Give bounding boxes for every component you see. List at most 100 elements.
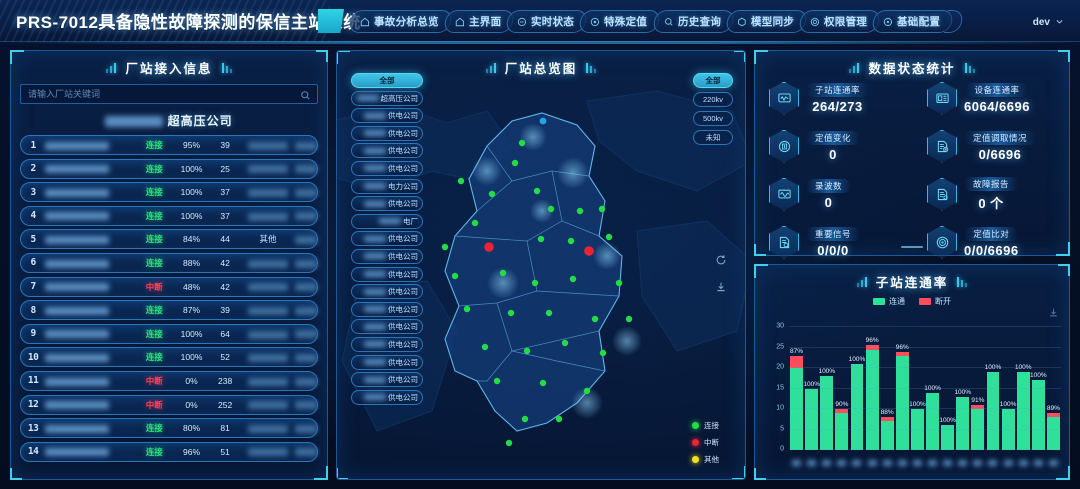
map-company-filter-item[interactable]: 供电公司: [351, 125, 423, 141]
chart-bar[interactable]: 100%: [954, 327, 971, 450]
chart-legend-item[interactable]: 连通: [873, 296, 905, 307]
stat-item[interactable]: 定值变化 0: [755, 125, 913, 167]
row-index: 9: [30, 328, 37, 340]
table-row[interactable]: 11 中断 0% 238: [20, 370, 318, 391]
stat-label: 定值调取情况: [964, 130, 1037, 145]
map-company-filter-item[interactable]: 供电公司: [351, 301, 423, 317]
waveform-icon: [769, 177, 799, 211]
chart-bar[interactable]: 96%: [896, 327, 909, 450]
row-percentage: 84%: [183, 234, 201, 245]
map-company-filter-item[interactable]: 供电公司: [351, 319, 423, 335]
chart-bar[interactable]: 100%: [924, 327, 941, 450]
table-row[interactable]: 3 连接 100% 37: [20, 182, 318, 203]
target-signal-icon: [927, 225, 957, 259]
map-company-filter-item[interactable]: 供电公司: [351, 354, 423, 370]
chart-bar[interactable]: 100%: [909, 327, 926, 450]
chart-bar[interactable]: 100%: [818, 327, 835, 450]
chart-bar[interactable]: 89%: [1047, 327, 1060, 450]
map-company-filter-item[interactable]: 供电公司: [351, 284, 423, 300]
search-input[interactable]: [20, 84, 318, 104]
chart-x-tick-label: [835, 458, 848, 468]
panel-collapse-handle[interactable]: [901, 246, 923, 248]
map-company-filter-item[interactable]: 供电公司: [351, 231, 423, 247]
stat-item[interactable]: 子站连通率 264/273: [755, 77, 913, 119]
map-company-filter-item[interactable]: 超高压公司: [351, 90, 423, 106]
chart-bar[interactable]: 96%: [866, 327, 879, 450]
table-row[interactable]: 13 连接 80% 81: [20, 418, 318, 439]
table-row[interactable]: 9 连接 100% 64: [20, 323, 318, 344]
map-company-filter-item[interactable]: 供电公司: [351, 196, 423, 212]
map-company-filter-item[interactable]: 全部: [351, 73, 423, 88]
map-company-filter-item[interactable]: 供电公司: [351, 143, 423, 159]
map-company-filter-item[interactable]: 电力公司: [351, 178, 423, 194]
refresh-icon[interactable]: [715, 253, 727, 271]
map-company-filter-item[interactable]: 供电公司: [351, 336, 423, 352]
map-voltage-filter-item[interactable]: 500kv: [693, 111, 733, 126]
chart-bar[interactable]: 100%: [1030, 327, 1047, 450]
map-company-filter-item[interactable]: 供电公司: [351, 372, 423, 388]
table-row[interactable]: 7 中断 48% 42: [20, 276, 318, 297]
stat-item[interactable]: 重要信号 0/0/0: [755, 221, 913, 263]
map-voltage-filter-item[interactable]: 全部: [693, 73, 733, 88]
chart-bar[interactable]: 88%: [881, 327, 894, 450]
map-company-filter-item[interactable]: 供电公司: [351, 389, 423, 405]
chart-bar[interactable]: 91%: [971, 327, 984, 450]
chart-gridline: 0: [780, 446, 1061, 453]
chart-bar[interactable]: 100%: [1000, 327, 1016, 450]
map-voltage-filter-item[interactable]: 220kv: [693, 92, 733, 107]
row-count: 39: [220, 305, 230, 316]
tab-model-sync[interactable]: 模型同步: [724, 9, 809, 33]
row-percentage: 48%: [183, 281, 201, 292]
chart-bar[interactable]: 100%: [849, 327, 865, 450]
row-extra: [295, 423, 317, 433]
table-row[interactable]: 1 连接 95% 39: [20, 135, 318, 155]
search-icon[interactable]: [300, 88, 311, 106]
table-row[interactable]: 6 连接 88% 42: [20, 252, 318, 273]
tab-history-query[interactable]: 历史查询: [651, 9, 735, 33]
table-row[interactable]: 4 连接 100% 37: [20, 205, 318, 226]
row-tag: [241, 376, 295, 386]
filter-label: 供电公司: [388, 199, 418, 209]
tab-accident-analysis[interactable]: 事故分析总览: [347, 9, 453, 33]
chart-bar-segment-disconnected: [880, 417, 894, 422]
chart-legend-item[interactable]: 断开: [919, 296, 951, 307]
redacted-prefix: [364, 271, 386, 278]
tab-realtime-status[interactable]: 实时状态: [505, 9, 589, 33]
map-company-filter-item[interactable]: 电厂: [351, 213, 423, 229]
table-row[interactable]: 14 连接 96% 51: [20, 441, 318, 462]
table-row[interactable]: 2 连接 100% 25: [20, 158, 318, 179]
row-tag: [241, 282, 295, 292]
download-icon[interactable]: [715, 280, 727, 298]
map-company-filter-item[interactable]: 供电公司: [351, 108, 423, 124]
chart-bar[interactable]: 100%: [985, 327, 1001, 450]
table-row[interactable]: 8 连接 87% 39: [20, 300, 318, 321]
table-row[interactable]: 10 连接 100% 52: [20, 347, 318, 368]
map-voltage-filter-item[interactable]: 未知: [693, 130, 733, 145]
stat-item[interactable]: 故障报告 0 个: [913, 173, 1071, 215]
tab-basic-config[interactable]: 基础配置: [871, 9, 955, 33]
tab-permission-mgmt[interactable]: 权限管理: [798, 9, 882, 33]
chart-bar[interactable]: 87%: [790, 327, 803, 450]
stat-item[interactable]: 录波数 0: [755, 173, 913, 215]
chart-bar[interactable]: 100%: [939, 327, 956, 450]
table-row[interactable]: 12 中断 0% 252: [20, 394, 318, 415]
stat-grid: 子站连通率 264/273 设备连通率 6064/6696 定值变化 0 定值调取情况 0/6…: [755, 77, 1071, 263]
chart-y-tick-label: 25: [776, 343, 784, 350]
stat-item[interactable]: 定值比对 0/0/6696: [913, 221, 1071, 263]
tab-main-view[interactable]: 主界面: [442, 9, 516, 33]
tab-special-setting[interactable]: 特殊定值: [578, 9, 662, 33]
download-icon[interactable]: [1048, 305, 1059, 323]
row-extra: [295, 282, 317, 292]
stat-item[interactable]: 定值调取情况 0/6696: [913, 125, 1071, 167]
chart-bar[interactable]: 100%: [803, 327, 820, 450]
chart-bar[interactable]: 90%: [835, 327, 848, 450]
stat-item[interactable]: 设备连通率 6064/6696: [913, 77, 1071, 119]
row-tag: [241, 258, 295, 268]
chart-bar[interactable]: 100%: [1015, 327, 1032, 450]
user-menu[interactable]: dev: [1033, 13, 1064, 31]
map-company-filter-item[interactable]: 供电公司: [351, 160, 423, 176]
table-row[interactable]: 5 连接 84% 44 其他: [20, 229, 318, 250]
chart-gridline: 5: [780, 425, 1061, 432]
map-company-filter-item[interactable]: 供电公司: [351, 248, 423, 264]
map-company-filter-item[interactable]: 供电公司: [351, 266, 423, 282]
